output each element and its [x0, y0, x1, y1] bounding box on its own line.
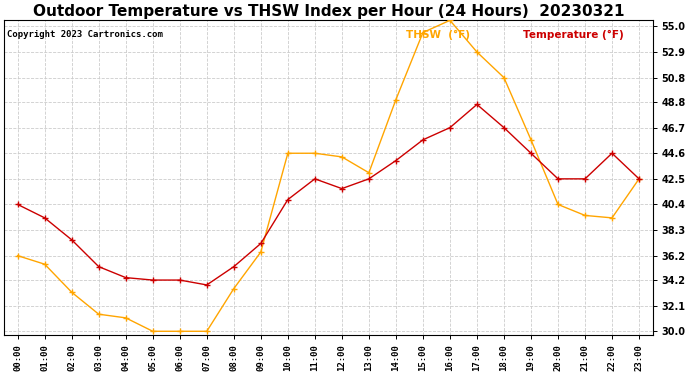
THSW  (°F) — [14, 254, 22, 258]
THSW  (°F) — [392, 98, 400, 102]
THSW  (°F) — [230, 286, 238, 291]
Temperature (°F) — [14, 202, 22, 207]
THSW  (°F) — [635, 177, 643, 181]
Text: Copyright 2023 Cartronics.com: Copyright 2023 Cartronics.com — [8, 30, 164, 39]
Temperature (°F) — [581, 177, 589, 181]
Temperature (°F) — [473, 102, 481, 107]
Temperature (°F) — [527, 151, 535, 156]
Line: Temperature (°F): Temperature (°F) — [15, 102, 642, 288]
Temperature (°F) — [635, 177, 643, 181]
THSW  (°F) — [554, 202, 562, 207]
THSW  (°F) — [473, 50, 481, 54]
Temperature (°F) — [41, 216, 49, 220]
Temperature (°F) — [446, 125, 454, 130]
Text: THSW  (°F): THSW (°F) — [406, 30, 470, 40]
THSW  (°F) — [527, 138, 535, 142]
Temperature (°F) — [500, 125, 508, 130]
Temperature (°F) — [148, 278, 157, 282]
THSW  (°F) — [419, 30, 427, 35]
THSW  (°F) — [581, 213, 589, 217]
THSW  (°F) — [68, 290, 76, 294]
THSW  (°F) — [203, 329, 211, 333]
Temperature (°F) — [176, 278, 184, 282]
THSW  (°F) — [148, 329, 157, 333]
Temperature (°F) — [230, 264, 238, 269]
THSW  (°F) — [337, 154, 346, 159]
Temperature (°F) — [121, 275, 130, 280]
THSW  (°F) — [95, 312, 103, 316]
Temperature (°F) — [257, 241, 265, 246]
Temperature (°F) — [554, 177, 562, 181]
THSW  (°F) — [257, 250, 265, 254]
Temperature (°F) — [419, 138, 427, 142]
Text: Temperature (°F): Temperature (°F) — [523, 30, 624, 40]
Temperature (°F) — [95, 264, 103, 269]
THSW  (°F) — [500, 75, 508, 80]
Temperature (°F) — [310, 177, 319, 181]
THSW  (°F) — [41, 262, 49, 267]
THSW  (°F) — [176, 329, 184, 333]
THSW  (°F) — [608, 216, 616, 220]
Temperature (°F) — [203, 283, 211, 287]
THSW  (°F) — [446, 18, 454, 22]
THSW  (°F) — [310, 151, 319, 156]
Temperature (°F) — [284, 197, 292, 202]
Temperature (°F) — [392, 158, 400, 163]
Temperature (°F) — [68, 238, 76, 242]
Line: THSW  (°F): THSW (°F) — [15, 18, 642, 334]
Temperature (°F) — [337, 186, 346, 191]
THSW  (°F) — [284, 151, 292, 156]
Temperature (°F) — [608, 151, 616, 156]
THSW  (°F) — [121, 316, 130, 320]
Title: Outdoor Temperature vs THSW Index per Hour (24 Hours)  20230321: Outdoor Temperature vs THSW Index per Ho… — [32, 4, 624, 19]
THSW  (°F) — [365, 171, 373, 175]
Temperature (°F) — [365, 177, 373, 181]
